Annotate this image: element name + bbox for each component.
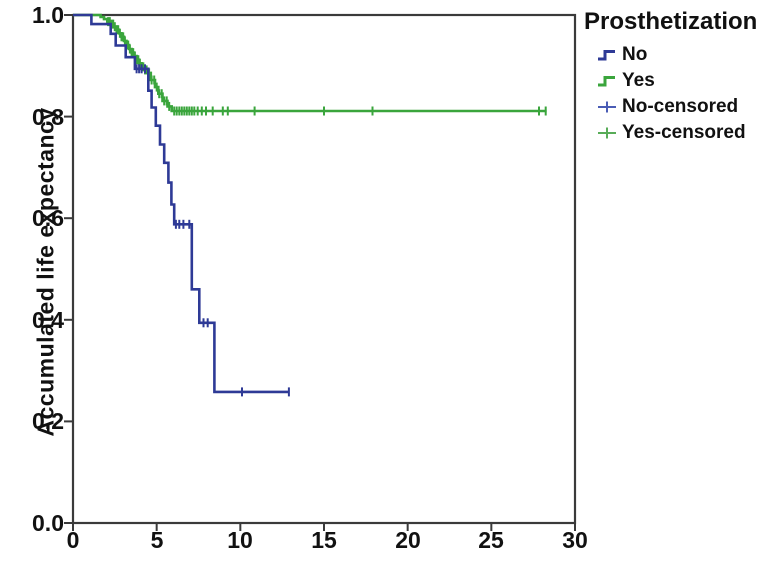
legend-label: No	[622, 44, 648, 65]
legend-label: Yes	[622, 70, 655, 91]
no-curve	[73, 13, 289, 394]
x-tick-label: 10	[227, 527, 253, 553]
no-censor-marks	[135, 64, 290, 397]
legend-item-yes: Yes	[584, 68, 766, 94]
y-tick-label: 0.6	[32, 205, 64, 231]
x-tick-label: 5	[150, 527, 164, 553]
legend-title: Prosthetization	[584, 8, 758, 35]
yes-censor-marks	[107, 17, 547, 116]
legend-item-yes-censored: Yes-censored	[584, 120, 766, 146]
x-tick-label: 30	[562, 527, 588, 553]
y-axis-title: Accumulated life expectancy	[32, 107, 59, 437]
y-tick-label: 0.2	[32, 408, 64, 434]
no-line-glyph	[598, 50, 615, 61]
legend-label: Yes-censored	[622, 122, 746, 143]
legend-label: No-censored	[622, 96, 739, 117]
legend-item-no: No	[584, 42, 766, 68]
legend: Prosthetization No Yes No-censored	[584, 6, 766, 146]
y-tick-label: 1.0	[32, 2, 64, 28]
yes-censored-glyph	[598, 127, 616, 139]
x-tick-label: 15	[311, 527, 337, 553]
legend-item-no-censored: No-censored	[584, 94, 766, 120]
x-tick-label: 20	[395, 527, 421, 553]
y-tick-label: 0.8	[32, 104, 64, 130]
x-tick-label: 25	[478, 527, 504, 553]
no-censored-glyph	[598, 101, 616, 113]
x-tick-label: 0	[66, 527, 80, 553]
yes-line-glyph	[598, 76, 615, 87]
y-tick-label: 0.0	[32, 510, 64, 536]
y-tick-label: 0.4	[32, 307, 64, 333]
